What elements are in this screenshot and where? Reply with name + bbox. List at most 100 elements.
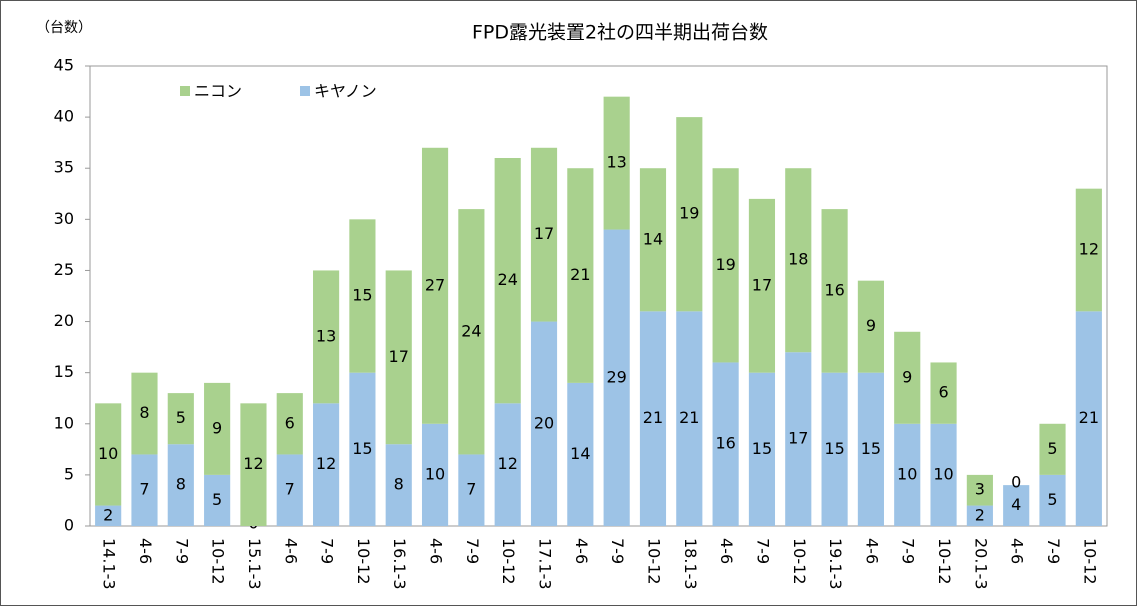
- data-label: 15: [352, 439, 372, 458]
- x-tick-label: 10-12: [209, 538, 228, 585]
- data-label: 29: [606, 367, 626, 386]
- data-label: 19: [715, 255, 735, 274]
- legend-swatch: [300, 86, 310, 96]
- data-label: 0: [1011, 473, 1021, 492]
- x-tick-label: 4-6: [136, 538, 155, 564]
- data-label: 15: [752, 439, 772, 458]
- data-label: 15: [861, 439, 881, 458]
- x-tick-label: 10-12: [644, 538, 663, 585]
- data-label: 6: [938, 383, 948, 402]
- bar-segment: [712, 168, 739, 363]
- data-label: 9: [866, 316, 876, 335]
- x-tick-label: 10-12: [935, 538, 954, 585]
- x-tick-label: 4-6: [1008, 538, 1027, 564]
- data-label: 15: [352, 286, 372, 305]
- bar-segment: [567, 382, 594, 526]
- x-tick-label: 19.1-3: [826, 538, 845, 590]
- bar-segment: [349, 372, 376, 526]
- legend-label: ニコン: [194, 82, 242, 101]
- bar-segment: [676, 311, 703, 526]
- bar-segment: [894, 331, 921, 424]
- y-tick-label: 40: [54, 107, 74, 126]
- y-tick-label: 30: [54, 209, 74, 228]
- y-tick-label: 15: [54, 362, 74, 381]
- data-label: 17: [788, 429, 808, 448]
- bar-segment: [167, 393, 194, 445]
- bar-segment: [313, 270, 340, 404]
- x-tick-label: 10-12: [790, 538, 809, 585]
- x-tick-label: 4-6: [572, 538, 591, 564]
- x-tick-label: 15.1-3: [245, 538, 264, 590]
- data-label: 21: [1079, 408, 1099, 427]
- data-label: 18: [788, 250, 808, 269]
- x-tick-label: 10-12: [1080, 538, 1099, 585]
- data-label: 8: [394, 475, 404, 494]
- x-tick-label: 7-9: [899, 538, 918, 564]
- x-tick-label: 7-9: [608, 538, 627, 564]
- data-label: 12: [1079, 240, 1099, 259]
- chart-title: FPD露光装置2社の四半期出荷台数: [472, 22, 768, 44]
- data-label: 21: [643, 408, 663, 427]
- data-label: 5: [1047, 490, 1057, 509]
- bar-segment: [131, 454, 158, 526]
- data-label: 2: [103, 505, 113, 524]
- bar-segment: [313, 403, 340, 526]
- bar-segment: [603, 96, 630, 230]
- data-label: 27: [425, 275, 445, 294]
- plot-area: [89, 65, 1108, 527]
- data-label: 24: [498, 270, 518, 289]
- data-label: 10: [933, 464, 953, 483]
- data-label: 5: [1047, 439, 1057, 458]
- bar-segment: [240, 403, 267, 526]
- data-label: 19: [679, 204, 699, 223]
- bar-segment: [530, 321, 558, 526]
- x-tick-label: 7-9: [463, 538, 482, 564]
- bar-segment: [458, 454, 485, 526]
- data-label: 13: [316, 326, 336, 345]
- y-axis-label: （台数）: [36, 20, 92, 36]
- bar-segment: [494, 403, 521, 526]
- bar-segment: [131, 372, 158, 455]
- data-label: 17: [534, 224, 554, 243]
- bar-segment: [276, 393, 303, 455]
- bar-segment: [167, 444, 194, 526]
- data-label: 10: [897, 464, 917, 483]
- data-label: 7: [285, 480, 295, 499]
- bar-segment: [1039, 423, 1066, 475]
- data-label: 12: [316, 454, 336, 473]
- legend-swatch: [180, 86, 190, 96]
- data-label: 9: [902, 367, 912, 386]
- bar-segment: [458, 209, 485, 455]
- bar-segment: [639, 311, 667, 526]
- y-tick-label: 45: [54, 56, 74, 75]
- x-tick-label: 16.1-3: [390, 538, 409, 590]
- bar-segment: [894, 423, 921, 526]
- bar-segment: [421, 147, 449, 424]
- bar-segment: [676, 117, 703, 312]
- bar-segment: [385, 270, 412, 445]
- data-label: 5: [176, 408, 186, 427]
- bar-segment: [1075, 311, 1102, 526]
- bar-segment: [966, 474, 993, 506]
- data-label: 13: [606, 153, 626, 172]
- y-tick-label: 25: [54, 260, 74, 279]
- data-label: 9: [212, 418, 222, 437]
- bar-segment: [930, 362, 957, 424]
- bar-segment: [748, 198, 776, 373]
- x-tick-label: 17.1-3: [536, 538, 555, 590]
- x-tick-label: 4-6: [717, 538, 736, 564]
- x-tick-label: 4-6: [862, 538, 881, 564]
- data-label: 20: [534, 413, 554, 432]
- bar-segment: [785, 352, 812, 526]
- y-tick-label: 20: [54, 311, 74, 330]
- data-label: 17: [389, 347, 409, 366]
- data-label: 4: [1011, 495, 1021, 514]
- data-label: 7: [466, 480, 476, 499]
- bar-segment: [421, 423, 449, 526]
- bar-segment: [1075, 188, 1102, 312]
- bar-segment: [748, 372, 776, 526]
- x-tick-label: 7-9: [172, 538, 191, 564]
- data-label: 24: [461, 321, 481, 340]
- bar-segment: [821, 209, 848, 373]
